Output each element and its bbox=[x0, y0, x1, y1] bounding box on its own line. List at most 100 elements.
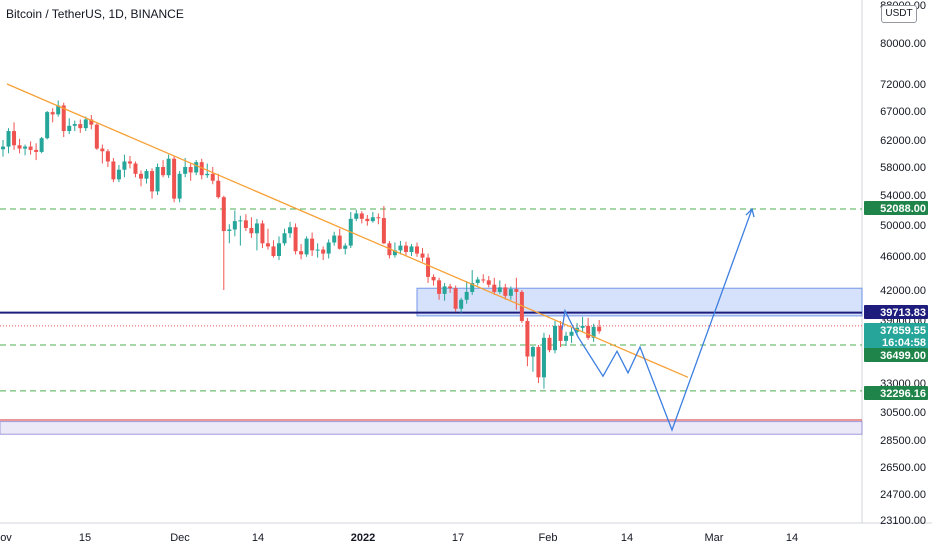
price-badge-bg bbox=[864, 323, 928, 337]
price-tick-label: 58000.00 bbox=[880, 162, 926, 174]
price-badge-bg bbox=[864, 305, 928, 319]
candle-body bbox=[188, 167, 193, 173]
candle-body bbox=[277, 243, 281, 256]
candle-body bbox=[216, 180, 221, 198]
candle-body bbox=[89, 119, 94, 125]
candle-body bbox=[50, 112, 55, 115]
price-tick-label: 50000.00 bbox=[880, 220, 926, 232]
candle-body bbox=[183, 167, 188, 174]
symbol-title: Bitcoin / TetherUS, 1D, BINANCE bbox=[6, 7, 184, 21]
candle-body bbox=[6, 131, 11, 147]
candle-body bbox=[464, 291, 469, 300]
price-badge-bg bbox=[864, 201, 928, 215]
candle-body bbox=[431, 276, 436, 281]
price-badge-label: 37859.55 bbox=[880, 325, 926, 337]
price-tick-label: 28500.00 bbox=[880, 435, 926, 447]
candle-body bbox=[508, 289, 513, 296]
price-tick-label: 24700.00 bbox=[880, 489, 926, 501]
candle-body bbox=[150, 171, 155, 192]
candle-body bbox=[100, 148, 105, 152]
candle-body bbox=[415, 246, 419, 254]
price-tick-label: 62000.00 bbox=[880, 135, 926, 147]
price-tick-label: 46000.00 bbox=[880, 251, 926, 263]
candle-body bbox=[564, 335, 569, 341]
candle-body bbox=[210, 173, 215, 181]
candle-body bbox=[172, 158, 177, 199]
candle-body bbox=[547, 337, 552, 351]
candle-body bbox=[17, 145, 22, 149]
candle-body bbox=[271, 246, 276, 256]
candle-body bbox=[536, 347, 541, 378]
candle-body bbox=[293, 227, 298, 252]
time-tick-label: Mar bbox=[705, 532, 724, 544]
candle-body bbox=[23, 146, 28, 149]
candle-body bbox=[299, 251, 304, 255]
candle-body bbox=[492, 284, 497, 292]
candle-body bbox=[122, 161, 127, 170]
candle-body bbox=[83, 119, 88, 129]
candle-body bbox=[243, 220, 248, 228]
candle-body bbox=[459, 299, 464, 309]
candle-body bbox=[56, 105, 61, 115]
candle-body bbox=[370, 217, 375, 222]
candle-body bbox=[514, 289, 519, 292]
price-tick-label: 80000.00 bbox=[880, 38, 926, 50]
candle-body bbox=[177, 173, 182, 199]
candle-body bbox=[337, 235, 342, 249]
price-tick-label: 42000.00 bbox=[880, 285, 926, 297]
price-badge-label: 36499.00 bbox=[880, 350, 926, 362]
candle-body bbox=[61, 105, 66, 132]
time-tick-label: Dec bbox=[170, 532, 190, 544]
candle-body bbox=[310, 238, 315, 251]
candle-body bbox=[39, 138, 44, 152]
currency-selector-button[interactable]: USDT bbox=[881, 5, 917, 23]
candle-body bbox=[530, 347, 535, 357]
candle-body bbox=[398, 245, 403, 251]
candle-body bbox=[232, 221, 237, 230]
candle-body bbox=[403, 245, 408, 252]
price-badge-label: 52088.00 bbox=[880, 203, 926, 215]
candle-body bbox=[332, 235, 337, 243]
candle-body bbox=[437, 280, 442, 294]
time-tick-label: 14 bbox=[786, 532, 798, 544]
candle-body bbox=[475, 279, 480, 283]
candle-body bbox=[359, 213, 364, 219]
candle-body bbox=[569, 331, 574, 336]
candle-body bbox=[194, 162, 199, 173]
candle-body bbox=[1, 146, 5, 150]
candle-body bbox=[586, 325, 591, 338]
candle-body bbox=[525, 320, 530, 357]
candle-body bbox=[442, 286, 447, 294]
candle-body bbox=[381, 218, 386, 244]
candle-body bbox=[481, 279, 486, 281]
price-tick-label: 67000.00 bbox=[880, 106, 926, 118]
candle-body bbox=[265, 243, 270, 247]
candle-body bbox=[343, 245, 348, 249]
candle-body bbox=[470, 282, 475, 292]
candle-body bbox=[326, 242, 331, 254]
time-tick-label: Feb bbox=[539, 532, 558, 544]
candle-body bbox=[376, 217, 381, 219]
candle-body bbox=[67, 125, 72, 132]
time-tick-label: 17 bbox=[452, 532, 464, 544]
candle-body bbox=[127, 161, 132, 164]
candle-body bbox=[45, 112, 50, 139]
price-badge-label: 32296.16 bbox=[880, 388, 926, 400]
candle-body bbox=[28, 146, 33, 150]
price-badge-label: 16:04:58 bbox=[882, 337, 926, 349]
candle-body bbox=[144, 171, 149, 179]
candle-body bbox=[72, 124, 77, 126]
time-tick-label: 15 bbox=[79, 532, 91, 544]
candle-body bbox=[315, 249, 320, 251]
candle-body bbox=[580, 325, 585, 328]
candle-body bbox=[354, 213, 359, 219]
candle-body bbox=[409, 246, 414, 252]
price-badge-bg bbox=[864, 386, 928, 400]
price-badge-bg bbox=[864, 348, 928, 362]
candle-body bbox=[260, 223, 265, 244]
candle-body bbox=[155, 167, 160, 192]
candle-body bbox=[321, 249, 326, 254]
candle-body bbox=[392, 250, 397, 256]
